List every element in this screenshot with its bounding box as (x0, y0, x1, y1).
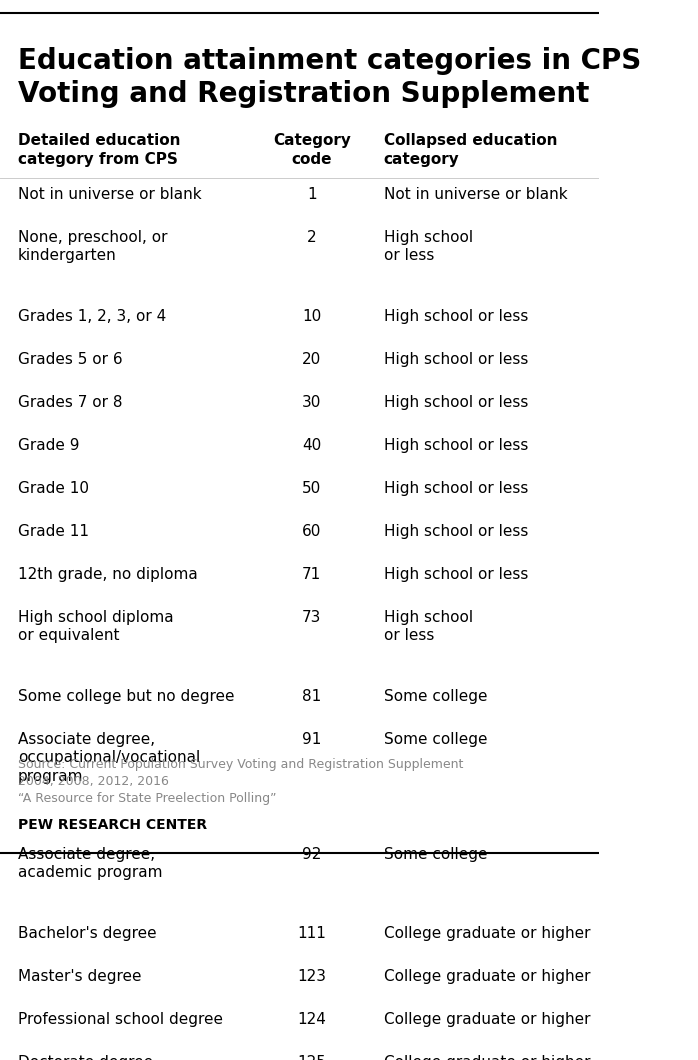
Text: 10: 10 (302, 308, 321, 323)
Text: High school or less: High school or less (384, 438, 528, 453)
Text: 60: 60 (302, 524, 321, 538)
Text: High school or less: High school or less (384, 308, 528, 323)
Text: High school or less: High school or less (384, 480, 528, 496)
Text: Education attainment categories in CPS
Voting and Registration Supplement: Education attainment categories in CPS V… (18, 48, 641, 108)
Text: 81: 81 (302, 689, 321, 704)
Text: 1: 1 (307, 187, 316, 201)
Text: 50: 50 (302, 480, 321, 496)
Text: Some college but no degree: Some college but no degree (18, 689, 235, 704)
Text: 125: 125 (297, 1055, 326, 1060)
Text: College graduate or higher: College graduate or higher (384, 1055, 591, 1060)
Text: Category
code: Category code (273, 134, 350, 166)
Text: High school or less: High school or less (384, 524, 528, 538)
Text: High school
or less: High school or less (384, 610, 473, 643)
Text: 12th grade, no diploma: 12th grade, no diploma (18, 566, 198, 582)
Text: Master's degree: Master's degree (18, 969, 142, 984)
Text: High school or less: High school or less (384, 566, 528, 582)
Text: 40: 40 (302, 438, 321, 453)
Text: College graduate or higher: College graduate or higher (384, 926, 591, 941)
Text: High school diploma
or equivalent: High school diploma or equivalent (18, 610, 174, 643)
Text: 123: 123 (297, 969, 326, 984)
Text: Bachelor's degree: Bachelor's degree (18, 926, 156, 941)
Text: Some college: Some college (384, 731, 487, 746)
Text: Professional school degree: Professional school degree (18, 1012, 223, 1027)
Text: 73: 73 (302, 610, 321, 624)
Text: 124: 124 (297, 1012, 326, 1027)
Text: 20: 20 (302, 352, 321, 367)
Text: None, preschool, or
kindergarten: None, preschool, or kindergarten (18, 230, 168, 263)
Text: Associate degree,
occupational/vocational
program: Associate degree, occupational/vocationa… (18, 731, 200, 783)
Text: Source: Current Population Survey Voting and Registration Supplement
2004, 2008,: Source: Current Population Survey Voting… (18, 758, 463, 806)
Text: 2: 2 (307, 230, 316, 245)
Text: College graduate or higher: College graduate or higher (384, 1012, 591, 1027)
Text: 111: 111 (297, 926, 326, 941)
Text: Associate degree,
academic program: Associate degree, academic program (18, 847, 163, 881)
Text: Grade 9: Grade 9 (18, 438, 80, 453)
Text: Not in universe or blank: Not in universe or blank (384, 187, 567, 201)
Text: Detailed education
category from CPS: Detailed education category from CPS (18, 134, 181, 166)
Text: 92: 92 (302, 847, 321, 862)
Text: High school or less: High school or less (384, 352, 528, 367)
Text: Grades 7 or 8: Grades 7 or 8 (18, 394, 122, 409)
Text: High school
or less: High school or less (384, 230, 473, 263)
Text: Grades 5 or 6: Grades 5 or 6 (18, 352, 123, 367)
Text: PEW RESEARCH CENTER: PEW RESEARCH CENTER (18, 818, 207, 832)
Text: 91: 91 (302, 731, 321, 746)
Text: Some college: Some college (384, 689, 487, 704)
Text: Not in universe or blank: Not in universe or blank (18, 187, 202, 201)
Text: Collapsed education
category: Collapsed education category (384, 134, 557, 166)
Text: College graduate or higher: College graduate or higher (384, 969, 591, 984)
Text: Some college: Some college (384, 847, 487, 862)
Text: Grades 1, 2, 3, or 4: Grades 1, 2, 3, or 4 (18, 308, 166, 323)
Text: 30: 30 (302, 394, 321, 409)
Text: Grade 11: Grade 11 (18, 524, 89, 538)
Text: 71: 71 (302, 566, 321, 582)
Text: High school or less: High school or less (384, 394, 528, 409)
Text: Grade 10: Grade 10 (18, 480, 89, 496)
Text: Doctorate degree: Doctorate degree (18, 1055, 153, 1060)
